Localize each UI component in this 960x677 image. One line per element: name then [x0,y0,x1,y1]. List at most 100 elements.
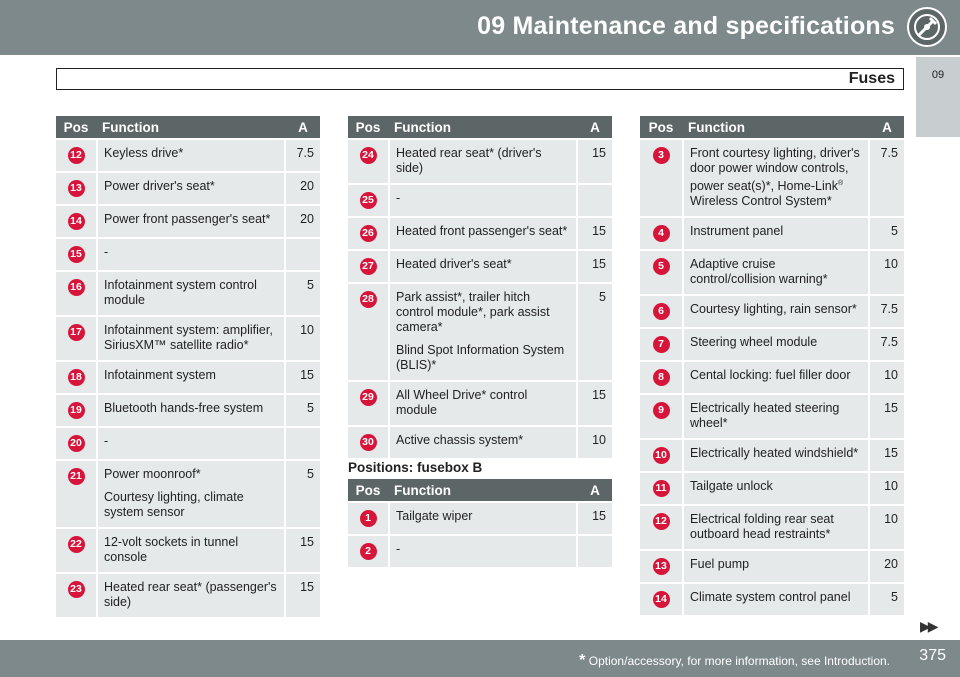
function-cell: - [388,536,578,567]
position-badge: 24 [359,147,377,164]
table-row: 8 Cental locking: fuel filler door 10 [640,362,904,394]
position-badge: 28 [359,291,377,308]
position-badge: 17 [67,324,85,341]
position-badge: 20 [67,435,85,452]
amp-cell: 15 [286,529,320,572]
function-column-header: Function [682,116,870,138]
position-badge: 6 [652,303,670,321]
table-row: 7 Steering wheel module 7.5 [640,329,904,361]
table-row: 26 Heated front passenger's seat* 15 [348,218,612,249]
position-badge: 30 [359,434,377,451]
table-row: 27 Heated driver's seat* 15 [348,251,612,282]
function-text: Front courtesy lighting, driver's door p… [690,146,860,194]
position-badge: 18 [67,369,85,386]
position-badge: 15 [67,246,85,263]
function-cell: Bluetooth hands-free system [96,395,286,426]
amp-column-header: A [286,116,320,138]
table-row: 13 Power driver's seat* 20 [56,173,320,204]
function-cell: Infotainment system [96,362,286,393]
function-cell: Courtesy lighting, rain sensor* [682,296,870,328]
amp-cell: 10 [870,251,904,295]
function-cell: Instrument panel [682,218,870,250]
amp-column-header: A [870,116,904,138]
pos-column-header: Pos [348,479,388,501]
amp-cell: 20 [870,551,904,583]
amp-cell: 10 [870,362,904,394]
amp-cell [578,536,612,567]
fuse-table-right: Pos Function A 3 Front courtesy lighting,… [640,114,904,617]
position-badge: 1 [359,510,377,527]
section-heading-box: Fuses [56,68,904,90]
amp-cell: 15 [578,382,612,425]
position-badge: 13 [67,180,85,197]
chapter-tab: 09 [916,57,960,137]
amp-cell: 15 [578,140,612,183]
table-header-row: Pos Function A [56,116,320,138]
position-badge: 12 [67,147,85,164]
footnote-star: * [579,652,586,669]
function-cell: Infotainment system: amplifier, SiriusXM… [96,317,286,360]
pos-column-header: Pos [348,116,388,138]
amp-cell: 10 [870,506,904,550]
function-cell: - [388,185,578,216]
fuse-table-fusebox-b: Pos Function A 1 Tailgate wiper 15 2- [348,477,612,569]
table-row: 24 Heated rear seat* (driver's side) 15 [348,140,612,183]
section-title: Fuses [848,70,895,87]
position-badge: 29 [359,389,377,406]
table-row: 4 Instrument panel 5 [640,218,904,250]
amp-cell: 5 [578,284,612,380]
function-cell: Tailgate wiper [388,503,578,534]
table-row: 21 Power moonroof* Courtesy lighting, clim… [56,461,320,527]
table-row: 13 Fuel pump 20 [640,551,904,583]
table-row: 14 Climate system control panel 5 [640,584,904,616]
position-badge: 26 [359,225,377,242]
amp-cell: 15 [578,251,612,282]
table-row: 10 Electrically heated windshield* 15 [640,440,904,472]
function-cell: - [96,239,286,270]
position-badge: 16 [67,279,85,296]
function-column-header: Function [388,116,578,138]
function-cell: Electrical folding rear seat outboard he… [682,506,870,550]
table-row: 15- [56,239,320,270]
amp-cell: 10 [286,317,320,360]
amp-cell [286,239,320,270]
function-line-secondary: Blind Spot Information System (BLIS)* [396,343,565,372]
fusebox-b-heading: Positions: fusebox B [348,460,483,475]
amp-cell: 15 [870,440,904,472]
table-header-row: Pos Function A [348,116,612,138]
function-cell: 12-volt sockets in tunnel console [96,529,286,572]
table-row: 2- [348,536,612,567]
amp-cell [286,428,320,459]
table-row: 20- [56,428,320,459]
table-header-row: Pos Function A [640,116,904,138]
amp-cell: 15 [578,503,612,534]
table-row: 28 Park assist*, trailer hitch control mo… [348,284,612,380]
amp-cell: 5 [870,584,904,616]
amp-cell: 7.5 [870,329,904,361]
amp-cell [578,185,612,216]
function-cell: Keyless drive* [96,140,286,171]
function-cell: Electrically heated steering wheel* [682,395,870,439]
function-cell: Adaptive cruise control/collision warnin… [682,251,870,295]
function-line-secondary: Courtesy lighting, climate system sensor [104,490,244,519]
table-row: 16 Infotainment system control module 5 [56,272,320,315]
amp-cell: 5 [870,218,904,250]
position-badge: 8 [652,369,670,387]
function-cell: Heated driver's seat* [388,251,578,282]
amp-cell: 15 [578,218,612,249]
fuse-table-left: Pos Function A 12 Keyless drive* 7.5 13 Pow… [56,114,320,619]
position-badge: 12 [652,513,670,531]
function-cell: Steering wheel module [682,329,870,361]
table-row: 18 Infotainment system 15 [56,362,320,393]
table-row: 11 Tailgate unlock 10 [640,473,904,505]
table-row: 5 Adaptive cruise control/collision warni… [640,251,904,295]
function-line: Power moonroof* [104,467,201,481]
header-bar: 09 Maintenance and specifications [0,0,960,55]
position-badge: 19 [67,402,85,419]
table-row: 19 Bluetooth hands-free system 5 [56,395,320,426]
position-badge: 25 [359,192,377,209]
pos-column-header: Pos [640,116,682,138]
function-cell: Electrically heated windshield* [682,440,870,472]
function-cell: Front courtesy lighting, driver's door p… [682,140,870,217]
position-badge: 9 [652,402,670,420]
